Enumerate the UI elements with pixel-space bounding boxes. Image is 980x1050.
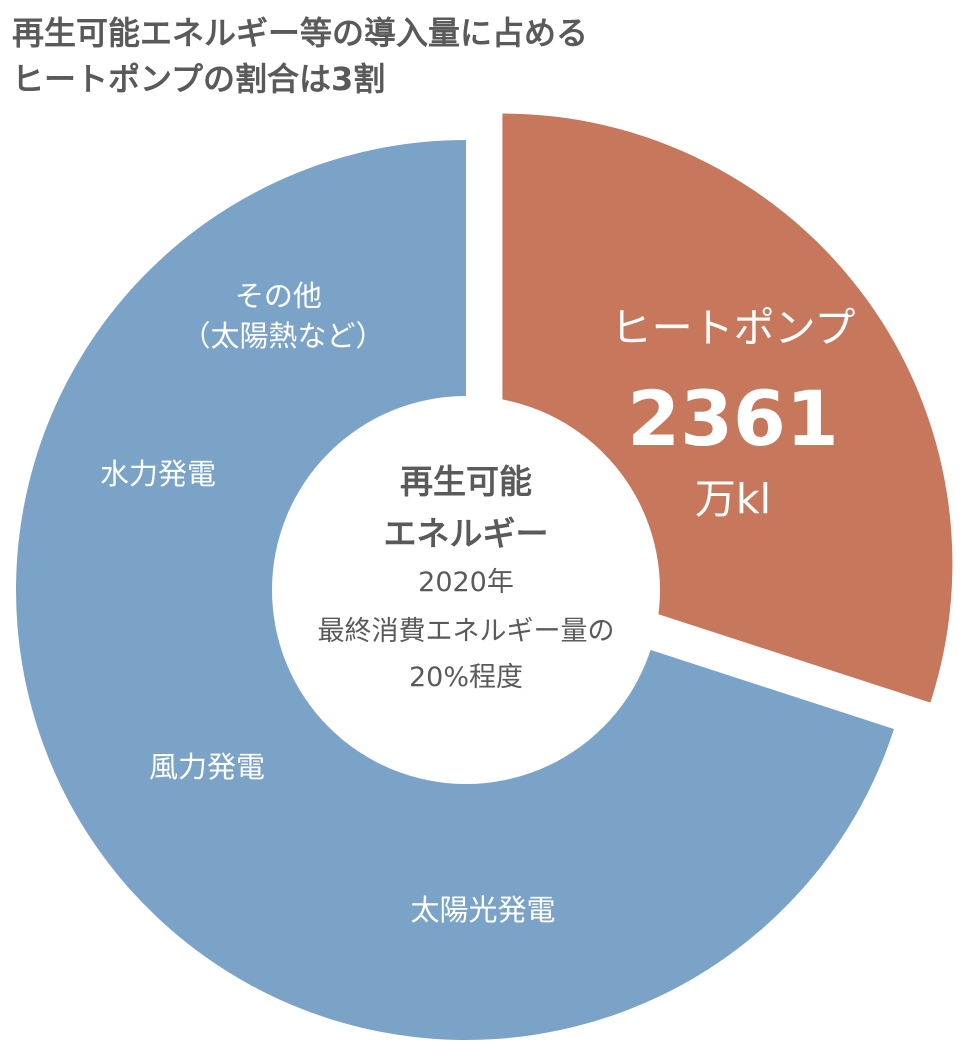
sub-label-wind: 風力発電: [149, 750, 265, 784]
heat-pump-value: 2361: [627, 374, 839, 463]
heat-pump-labels: ヒートポンプ 2361 万kl: [611, 304, 856, 523]
heat-pump-label: ヒートポンプ: [611, 304, 856, 352]
renewable-sub-labels: その他 （太陽熱など） 水力発電 風力発電 太陽光発電: [100, 279, 556, 927]
sub-label-solar: 太陽光発電: [410, 893, 555, 927]
sub-label-other: その他 （太陽熱など）: [181, 279, 384, 353]
chart-title-line-2: ヒートポンプの割合は3割: [12, 60, 386, 98]
heat-pump-unit: 万kl: [695, 475, 771, 523]
center-share: 20%程度: [409, 662, 523, 693]
center-heading-line-1: 再生可能: [400, 462, 532, 501]
center-text: 再生可能 エネルギー 2020年 最終消費エネルギー量の 20%程度: [318, 462, 615, 693]
sub-label-other-line-2: （太陽熱など）: [181, 319, 384, 353]
chart-title-line-1: 再生可能エネルギー等の導入量に占める: [12, 14, 589, 52]
chart-title: 再生可能エネルギー等の導入量に占める ヒートポンプの割合は3割: [12, 10, 588, 102]
center-heading-line-2: エネルギー: [384, 514, 549, 553]
sub-label-other-line-1: その他: [235, 279, 322, 313]
center-description: 最終消費エネルギー量の: [318, 616, 615, 647]
center-year: 2020年: [418, 567, 514, 598]
sub-label-hydro: 水力発電: [100, 457, 216, 491]
donut-hole: [272, 396, 660, 784]
